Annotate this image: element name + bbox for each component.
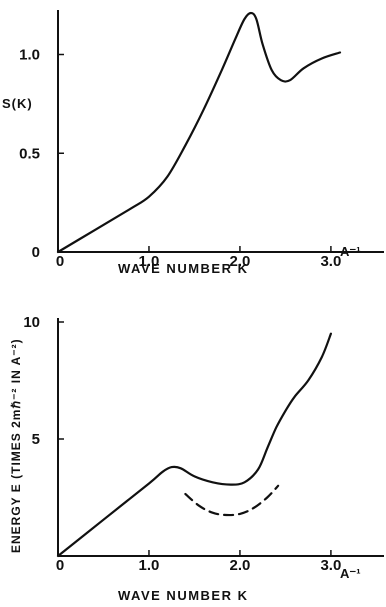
x-tick-label: 1.0 <box>139 253 160 270</box>
y-axis-title: S(K) <box>2 96 33 111</box>
series-group <box>56 11 342 254</box>
solid-curve <box>56 332 332 558</box>
dashed-curve <box>184 484 280 517</box>
series-group <box>56 332 332 558</box>
tick-marks <box>57 53 332 253</box>
x-tick-label: 0 <box>56 557 64 574</box>
structure-factor-chart: 0 1.0 2.0 3.0 0 0.5 1.0 WAVE NUMBER K S(K) A⁻¹ <box>2 10 384 276</box>
x-tick-label: 3.0 <box>320 253 341 270</box>
y-tick-label: 1.0 <box>19 47 40 64</box>
tick-labels: 0 1.0 2.0 3.0 5 10 <box>23 314 341 574</box>
x-tick-label: 3.0 <box>320 557 341 574</box>
x-axis-title: WAVE NUMBER K <box>118 588 248 603</box>
tick-marks <box>57 321 332 556</box>
x-unit-label: A⁻¹ <box>340 566 361 581</box>
y-axis-title: ENERGY E (TIMES 2mℏ⁻² IN A⁻²) <box>9 338 23 553</box>
tick-labels: 0 1.0 2.0 3.0 0 0.5 1.0 <box>19 47 341 271</box>
y-tick-label: 0 <box>32 244 40 261</box>
x-tick-label: 2.0 <box>230 253 251 270</box>
x-unit-label: A⁻¹ <box>340 244 361 259</box>
y-tick-label: 0.5 <box>19 145 40 162</box>
solid-curve <box>56 11 342 254</box>
y-tick-label: 10 <box>23 314 40 331</box>
x-axis-title: WAVE NUMBER K <box>118 261 248 276</box>
energy-chart: 0 1.0 2.0 3.0 5 10 WAVE NUMBER K ENERGY E (TI… <box>9 314 384 603</box>
y-tick-label: 5 <box>32 431 40 448</box>
x-tick-label: 1.0 <box>139 557 160 574</box>
x-tick-label: 0 <box>56 253 64 270</box>
x-tick-label: 2.0 <box>230 557 251 574</box>
